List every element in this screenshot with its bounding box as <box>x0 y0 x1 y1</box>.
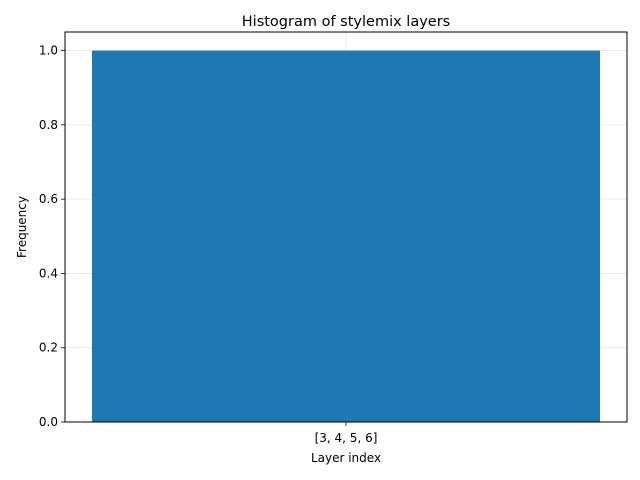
y-tick-label: 0.0 <box>39 415 58 429</box>
chart-title: Histogram of stylemix layers <box>242 14 450 30</box>
y-axis-ticks: 0.0 0.2 0.4 0.6 0.8 1.0 <box>39 44 65 429</box>
x-axis-label: Layer index <box>311 451 381 465</box>
y-tick-label: 0.2 <box>39 341 58 355</box>
x-tick-label: [3, 4, 5, 6] <box>315 431 378 445</box>
y-tick-label: 1.0 <box>39 44 58 58</box>
bars-layer <box>92 50 600 422</box>
x-axis-ticks: [3, 4, 5, 6] <box>315 422 378 445</box>
y-tick-label: 0.8 <box>39 118 58 132</box>
bar <box>92 50 600 422</box>
y-tick-label: 0.6 <box>39 192 58 206</box>
y-tick-label: 0.4 <box>39 266 58 280</box>
y-axis-label: Frequency <box>15 196 29 258</box>
